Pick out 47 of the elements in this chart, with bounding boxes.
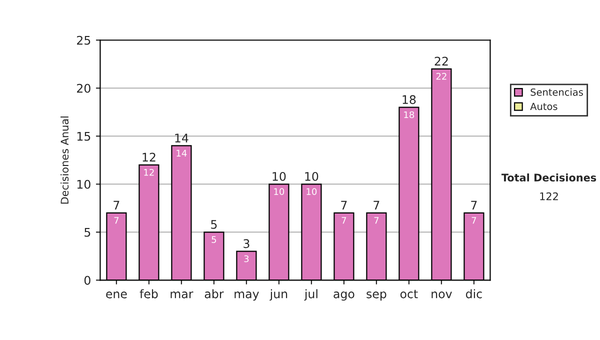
total-label: 22 (434, 56, 448, 66)
x-tick-label: feb (140, 289, 158, 298)
y-axis-title: Decisiones Anual (60, 116, 69, 204)
data-label: 10 (274, 188, 284, 195)
total-label: 7 (374, 200, 380, 210)
x-tick-label: may (234, 292, 259, 301)
x-tick-label: oct (400, 290, 418, 298)
x-tick-label: sep (366, 292, 386, 301)
x-tick-label: ene (106, 292, 127, 298)
legend-label: Autos (530, 102, 558, 110)
legend-label: Sentencias (530, 88, 583, 96)
y-tick-label: 10 (77, 180, 90, 189)
x-tick-label: jun (270, 289, 288, 301)
text: Total Decisiones (501, 173, 596, 182)
x-tick-label: ago (334, 292, 354, 301)
y-tick-label: 15 (77, 132, 90, 141)
data-label: 10 (306, 188, 317, 195)
total-label: 18 (402, 95, 416, 104)
data-label: 5 (212, 236, 216, 243)
y-tick-label: 5 (84, 228, 90, 237)
data-label: 7 (114, 217, 119, 224)
total-label: 7 (341, 200, 347, 210)
y-tick-label: 25 (77, 36, 90, 45)
data-label: 14 (176, 150, 187, 156)
total-label: 5 (211, 220, 217, 229)
data-label: 22 (436, 72, 446, 80)
x-tick-label: mar (170, 292, 194, 298)
total-label: 14 (175, 134, 188, 142)
data-label: 3 (244, 255, 249, 262)
x-tick-label: abr (204, 289, 224, 298)
x-tick-label: nov (432, 292, 452, 298)
x-tick-label: dic (466, 289, 482, 298)
total-label: 10 (305, 172, 318, 181)
data-label: 7 (472, 217, 476, 224)
data-label: 7 (374, 217, 379, 224)
total-label: 10 (272, 172, 286, 181)
y-tick-label: 0 (84, 276, 90, 285)
total-label: 7 (471, 200, 477, 210)
text: 122 (540, 192, 558, 200)
y-tick-label: 20 (77, 84, 90, 93)
total-label: 12 (142, 152, 156, 162)
x-tick-label: jul (304, 289, 318, 301)
total-label: 3 (244, 239, 250, 248)
data-label: 12 (144, 168, 154, 176)
total-label: 7 (114, 200, 120, 210)
data-label: 18 (404, 111, 414, 118)
data-label: 7 (342, 217, 346, 224)
